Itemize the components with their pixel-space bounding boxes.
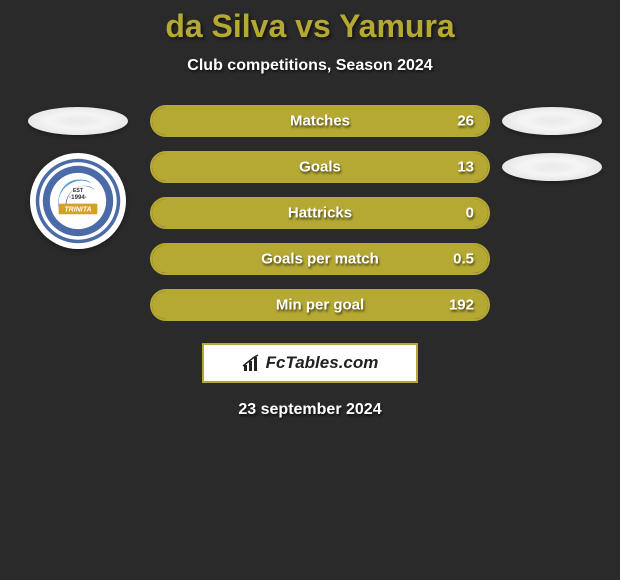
stat-label: Min per goal bbox=[276, 297, 364, 314]
stat-label: Goals bbox=[299, 159, 341, 176]
stat-value: 13 bbox=[457, 159, 474, 176]
player-right-column bbox=[502, 105, 602, 181]
page-title: da Silva vs Yamura bbox=[0, 8, 620, 45]
stat-value: 192 bbox=[449, 297, 474, 314]
stat-bar-goals-per-match: Goals per match 0.5 bbox=[150, 243, 490, 275]
stat-bar-matches: Matches 26 bbox=[150, 105, 490, 137]
badge-year-text: ·1994· bbox=[69, 194, 87, 201]
fctables-logo-text: FcTables.com bbox=[266, 353, 379, 373]
stat-bar-min-per-goal: Min per goal 192 bbox=[150, 289, 490, 321]
player-left-column: EST ·1994· TRINITA bbox=[18, 105, 138, 249]
player-right-avatar-placeholder bbox=[502, 107, 602, 135]
stats-column: Matches 26 Goals 13 Hattricks 0 Goals pe… bbox=[150, 105, 490, 321]
stat-value: 0 bbox=[466, 205, 474, 222]
stat-label: Goals per match bbox=[261, 251, 379, 268]
date-text: 23 september 2024 bbox=[0, 401, 620, 419]
main-row: EST ·1994· TRINITA Matches 26 G bbox=[0, 105, 620, 321]
fctables-logo-box[interactable]: FcTables.com bbox=[202, 343, 418, 383]
badge-est-text: EST bbox=[73, 188, 84, 194]
stat-bar-hattricks: Hattricks 0 bbox=[150, 197, 490, 229]
bar-chart-icon bbox=[242, 353, 262, 373]
comparison-card: da Silva vs Yamura Club competitions, Se… bbox=[0, 0, 620, 419]
stat-value: 0.5 bbox=[453, 251, 474, 268]
badge-main-text: TRINITA bbox=[64, 207, 91, 214]
stat-label: Matches bbox=[290, 113, 350, 130]
subtitle: Club competitions, Season 2024 bbox=[0, 57, 620, 75]
team-badge-left: EST ·1994· TRINITA bbox=[30, 153, 126, 249]
stat-bar-goals: Goals 13 bbox=[150, 151, 490, 183]
trinita-badge-icon: EST ·1994· TRINITA bbox=[34, 157, 122, 245]
player-left-avatar-placeholder bbox=[28, 107, 128, 135]
stat-label: Hattricks bbox=[288, 205, 352, 222]
team-badge-right-placeholder bbox=[502, 153, 602, 181]
stat-value: 26 bbox=[457, 113, 474, 130]
